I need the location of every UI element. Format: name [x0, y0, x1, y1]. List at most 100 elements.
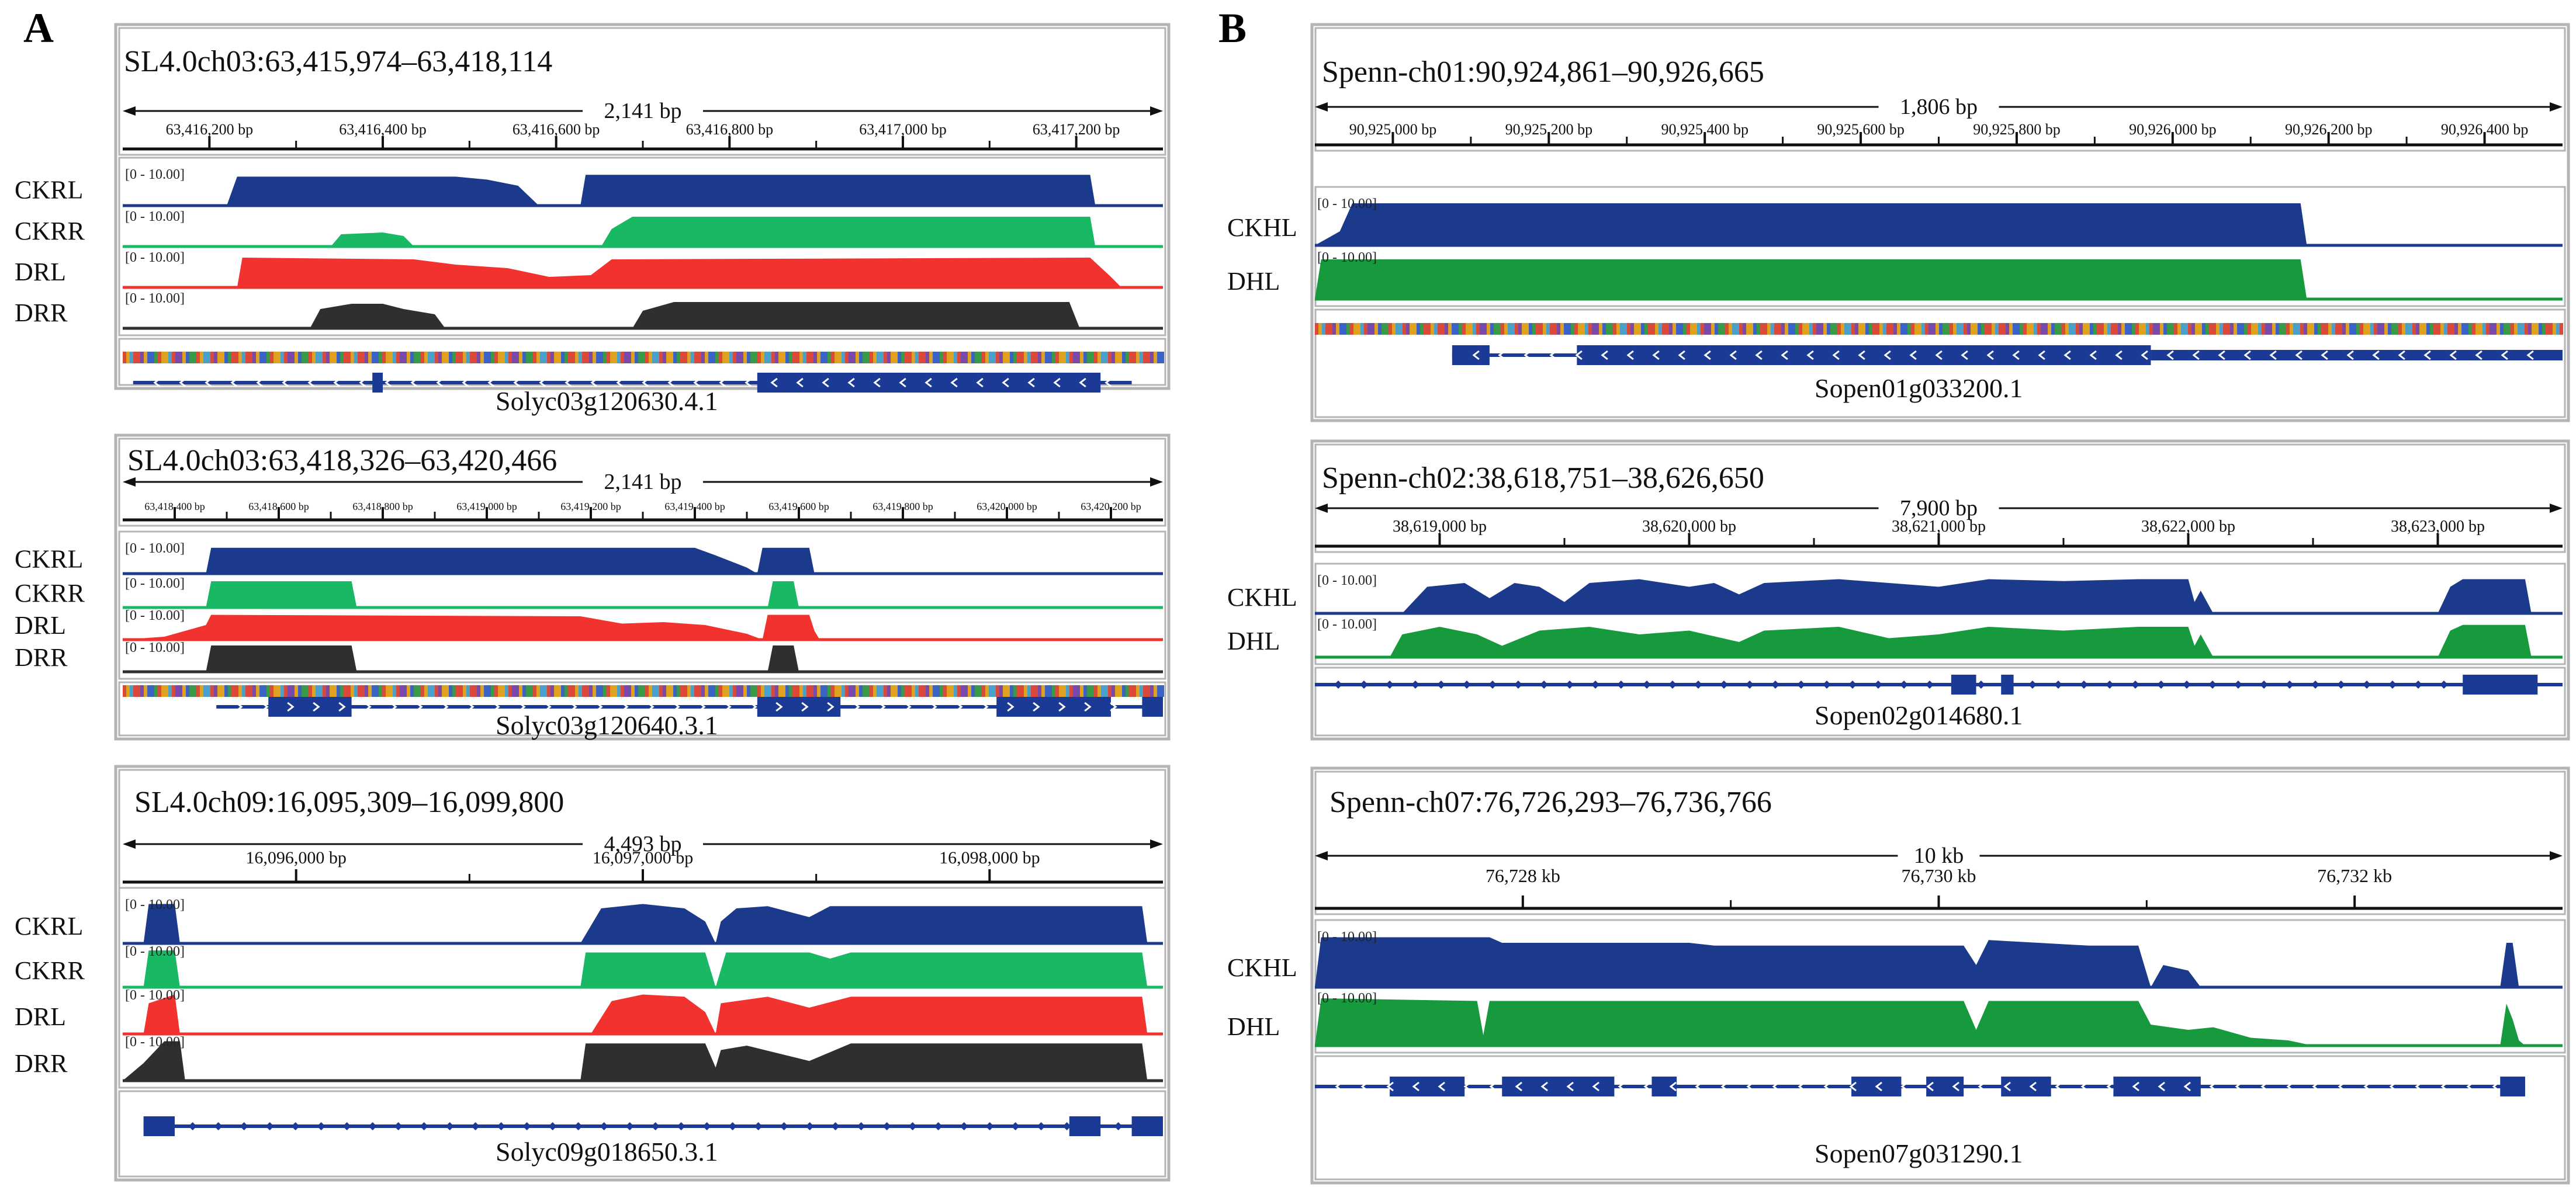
ruler-tick-label: 63,416,600 bp — [513, 121, 600, 138]
track-name-dhl: DHL — [1227, 1012, 1280, 1041]
strand-right-arrow-icon — [750, 702, 757, 712]
strand-diamond-icon — [394, 1122, 403, 1130]
track-range-label: [0 - 10.00] — [125, 988, 185, 1003]
strand-right-arrow-icon — [647, 702, 655, 712]
locus-title: Spenn-ch02:38,618,751–38,626,650 — [1322, 461, 1764, 495]
strand-diamond-icon — [2234, 681, 2242, 689]
strand-left-arrow-icon — [2415, 1081, 2422, 1092]
strand-left-arrow-icon — [1592, 1081, 1599, 1092]
strand-left-arrow-icon — [976, 377, 984, 388]
strand-left-arrow-icon — [205, 377, 212, 388]
strand-left-arrow-icon — [616, 377, 624, 388]
ruler-tick-label: 63,419,600 bp — [768, 501, 829, 512]
strand-left-arrow-icon — [2106, 1081, 2114, 1092]
browser-panel-a2: SL4.0ch03:63,418,326–63,420,466 2,141 bp 6… — [15, 433, 1171, 741]
strand-diamond-icon — [1617, 681, 1625, 689]
strand-right-arrow-icon — [236, 702, 243, 712]
strand-diamond-icon — [291, 1122, 300, 1130]
strand-diamond-icon — [2157, 681, 2165, 689]
locus-title: SL4.0ch09:16,095,309–16,099,800 — [134, 786, 564, 819]
span-label-bg — [1878, 95, 1999, 119]
ruler-frame — [118, 27, 1166, 156]
ruler-frame — [1314, 443, 2566, 553]
strand-right-arrow-icon — [364, 702, 372, 712]
gene-exon — [1502, 1077, 1615, 1096]
tracks-frame — [118, 530, 1166, 680]
strand-left-arrow-icon — [565, 377, 572, 388]
strand-left-arrow-icon — [1566, 1081, 1574, 1092]
strand-diamond-icon — [780, 1122, 788, 1130]
strand-right-arrow-icon — [595, 702, 603, 712]
gene-name-label: Sopen07g031290.1 — [1815, 1139, 2023, 1168]
strand-right-arrow-icon — [853, 702, 860, 712]
track-name-ckrr: CKRR — [15, 579, 85, 608]
sequence-track — [1315, 323, 2563, 335]
strand-left-arrow-icon — [770, 377, 778, 388]
browser-panel-b1: Spenn-ch01:90,924,861–90,926,665 1,806 bp… — [1227, 23, 2570, 422]
coverage-area-ckhl — [1315, 937, 2563, 987]
track-range-label: [0 - 10.00] — [125, 250, 185, 265]
span-arrow-left-icon — [123, 839, 136, 849]
gene-exon — [757, 373, 1101, 393]
strand-left-arrow-icon — [590, 377, 598, 388]
strand-diamond-icon — [2131, 681, 2139, 689]
strand-diamond-icon — [2440, 681, 2448, 689]
strand-left-arrow-icon — [1079, 377, 1086, 388]
track-name-ckrr: CKRR — [15, 956, 85, 985]
strand-diamond-icon — [342, 1122, 351, 1130]
strand-left-arrow-icon — [1524, 350, 1531, 360]
strand-left-arrow-icon — [2183, 1081, 2191, 1092]
strand-left-arrow-icon — [1438, 1081, 1445, 1092]
strand-left-arrow-icon — [1601, 350, 1608, 360]
ruler-tick-label: 63,418,800 bp — [352, 501, 413, 512]
gene-exon — [2500, 1077, 2525, 1096]
locus-title: Spenn-ch07:76,726,293–76,736,766 — [1329, 786, 1772, 819]
strand-diamond-icon — [1848, 681, 1857, 689]
strand-right-arrow-icon — [724, 702, 732, 712]
ruler-tick-label: 63,419,400 bp — [664, 501, 725, 512]
track-range-label: [0 - 10.00] — [1317, 250, 1377, 265]
strand-left-arrow-icon — [2363, 1081, 2371, 1092]
strand-left-arrow-icon — [2166, 350, 2174, 360]
strand-left-arrow-icon — [950, 377, 958, 388]
strand-diamond-icon — [625, 1122, 634, 1130]
strand-left-arrow-icon — [2141, 350, 2148, 360]
strand-right-arrow-icon — [981, 702, 989, 712]
strand-diamond-icon — [1926, 681, 1934, 689]
strand-left-arrow-icon — [1823, 1081, 1831, 1092]
panel-label-a: A — [23, 5, 54, 51]
strand-diamond-icon — [985, 1122, 994, 1130]
coverage-area-ckhl — [1315, 203, 2563, 245]
ruler-tick-label: 63,420,000 bp — [977, 501, 1037, 512]
gene-model — [1315, 675, 2563, 695]
track-name-drl: DRL — [15, 1002, 66, 1031]
gene-frame — [1314, 308, 2566, 418]
coverage-area-ckrl — [123, 904, 1163, 943]
strand-left-arrow-icon — [2012, 350, 2020, 360]
strand-left-arrow-icon — [1105, 377, 1112, 388]
strand-diamond-icon — [214, 1122, 223, 1130]
strand-left-arrow-icon — [1386, 1081, 1394, 1092]
strand-right-arrow-icon — [930, 702, 937, 712]
coverage-area-ckrl — [123, 175, 1163, 206]
strand-left-arrow-icon — [1883, 350, 1891, 360]
track-range-label: [0 - 10.00] — [125, 897, 185, 912]
gene-name-label: Solyc09g018650.3.1 — [496, 1137, 718, 1167]
ruler-tick-label: 38,622,000 bp — [2141, 518, 2235, 536]
strand-right-arrow-icon — [338, 702, 346, 712]
strand-left-arrow-icon — [1900, 1081, 1908, 1092]
strand-right-arrow-icon — [878, 702, 886, 712]
ruler-tick-label: 38,621,000 bp — [1892, 518, 1986, 536]
strand-diamond-icon — [522, 1122, 531, 1130]
strand-left-arrow-icon — [359, 377, 366, 388]
track-name-drr: DRR — [15, 298, 68, 327]
strand-left-arrow-icon — [307, 377, 315, 388]
strand-diamond-icon — [1566, 681, 1574, 689]
strand-left-arrow-icon — [1986, 350, 1994, 360]
track-range-label: [0 - 10.00] — [125, 209, 185, 224]
gene-model — [143, 1116, 1163, 1136]
strand-right-arrow-icon — [570, 702, 577, 712]
coverage-area-drr — [123, 1041, 1163, 1081]
strand-left-arrow-icon — [2218, 350, 2225, 360]
